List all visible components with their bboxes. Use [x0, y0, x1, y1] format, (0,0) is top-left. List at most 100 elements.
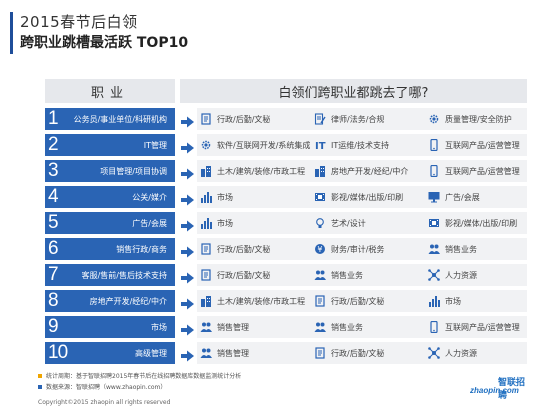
destination-label: 行政/后勤/文秘 — [217, 114, 271, 124]
destination-item: 销售管理 — [200, 316, 249, 338]
destination-item: 房地产开发/经纪/中介 — [314, 160, 408, 182]
logo-en: zhaopin.com — [470, 386, 519, 395]
job-cell: 1 公务员/事业单位/科研机构 — [45, 108, 175, 130]
network-icon — [428, 347, 440, 359]
destination-label: 行政/后勤/文秘 — [331, 296, 385, 306]
note-stat-period: 统计周期：基于智联招聘2015年春节后在线招聘数据库数据监测统计分析 — [38, 371, 241, 380]
destination-item: 律师/法务/合规 — [314, 108, 384, 130]
table-row: 5 广告/会展 市场 艺术/设计 影视/媒体/出版/印刷 — [0, 212, 560, 234]
arrow-right-icon — [181, 347, 194, 362]
job-cell: 7 客服/售前/售后技术支持 — [45, 264, 175, 286]
destination-label: IT运维/技术支持 — [331, 140, 389, 150]
destination-row-bg — [197, 290, 527, 312]
destination-label: 财务/审计/税务 — [331, 244, 385, 254]
phone-icon — [428, 320, 440, 334]
rank-number: 10 — [48, 342, 68, 363]
destination-item: 影视/媒体/出版/印刷 — [428, 212, 517, 234]
job-name: IT管理 — [143, 140, 167, 150]
job-name: 销售行政/商务 — [116, 244, 167, 254]
bar-chart-icon — [428, 295, 440, 307]
arrow-right-icon — [181, 217, 194, 232]
destination-item: 销售业务 — [428, 238, 477, 260]
zhaopin-logo: 智联招聘 zhaopin.com — [470, 375, 525, 401]
destination-label: 销售业务 — [331, 322, 363, 332]
people-icon — [200, 321, 212, 333]
destination-item: IT IT运维/技术支持 — [314, 134, 389, 156]
phone-icon — [428, 138, 440, 152]
destination-row-bg — [197, 160, 527, 182]
destination-item: 软件/互联网开发/系统集成 — [200, 134, 310, 156]
table-header-job: 职业 — [45, 79, 175, 103]
destination-label: 互联网产品/运营管理 — [445, 166, 520, 176]
destination-item: 市场 — [428, 290, 461, 312]
destination-item: 市场 — [200, 212, 233, 234]
job-name: 房地产开发/经纪/中介 — [89, 296, 167, 306]
table-row: 8 房地产开发/经纪/中介 土木/建筑/装修/市政工程 行政/后勤/文秘 市场 — [0, 290, 560, 312]
gear-icon — [428, 113, 440, 125]
destination-label: 互联网产品/运营管理 — [445, 322, 520, 332]
note-bullet-icon — [38, 373, 42, 378]
destination-label: 市场 — [217, 218, 233, 228]
destination-label: 人力资源 — [445, 270, 477, 280]
table-row: 6 销售行政/商务 行政/后勤/文秘 ¥ 财务/审计/税务 销售业务 — [0, 238, 560, 260]
table-row: 4 公关/媒介 市场 影视/媒体/出版/印刷 广告/会展 — [0, 186, 560, 208]
destination-label: 软件/互联网开发/系统集成 — [217, 140, 311, 150]
destination-item: 人力资源 — [428, 342, 477, 364]
people-icon — [200, 347, 212, 359]
table-row: 10 高级管理 销售管理 行政/后勤/文秘 人力资源 — [0, 342, 560, 364]
rank-number: 7 — [48, 264, 59, 285]
destination-item: 广告/会展 — [428, 186, 480, 208]
contract-icon — [314, 113, 326, 125]
title-accent-bar — [10, 12, 13, 54]
document-icon — [200, 269, 212, 281]
monitor-icon — [428, 191, 440, 203]
destination-label: 广告/会展 — [445, 192, 480, 202]
destination-label: 市场 — [217, 192, 233, 202]
table-row: 1 公务员/事业单位/科研机构 行政/后勤/文秘 律师/法务/合规 质量管理/安… — [0, 108, 560, 130]
destination-label: 房地产开发/经纪/中介 — [331, 166, 409, 176]
gear-icon — [200, 139, 212, 151]
note-bullet-icon — [38, 384, 42, 389]
document-icon — [314, 347, 326, 359]
copyright: Copyright©2015 zhaopin all rights reserv… — [38, 399, 171, 406]
bar-chart-icon — [200, 191, 212, 203]
destination-item: 土木/建筑/装修/市政工程 — [200, 160, 305, 182]
building-icon — [200, 165, 212, 177]
job-name: 市场 — [151, 322, 167, 332]
destination-item: 销售业务 — [314, 316, 363, 338]
building-icon — [200, 295, 212, 307]
destination-label: 质量管理/安全防护 — [445, 114, 512, 124]
job-name: 高级管理 — [135, 348, 167, 358]
destination-label: 土木/建筑/装修/市政工程 — [217, 166, 306, 176]
table-row: 2 IT管理 软件/互联网开发/系统集成 IT IT运维/技术支持 互联网产品/… — [0, 134, 560, 156]
job-name: 广告/会展 — [132, 218, 167, 228]
film-icon — [428, 217, 440, 229]
people-icon — [314, 269, 326, 281]
destination-item: 艺术/设计 — [314, 212, 366, 234]
destination-item: ¥ 财务/审计/税务 — [314, 238, 384, 260]
bulb-icon — [314, 217, 326, 229]
destination-item: 互联网产品/运营管理 — [428, 316, 520, 338]
building-icon — [314, 165, 326, 177]
destination-label: 土木/建筑/装修/市政工程 — [217, 296, 306, 306]
destination-row-bg — [197, 186, 527, 208]
document-icon — [314, 295, 326, 307]
destination-item: 销售业务 — [314, 264, 363, 286]
job-name: 客服/售前/售后技术支持 — [81, 270, 167, 280]
job-cell: 9 市场 — [45, 316, 175, 338]
destination-label: 销售管理 — [217, 322, 249, 332]
job-name: 项目管理/项目协调 — [100, 166, 167, 176]
job-cell: 2 IT管理 — [45, 134, 175, 156]
page-title-line2: 跨职业跳槽最活跃 TOP10 — [20, 35, 189, 51]
destination-item: 互联网产品/运营管理 — [428, 160, 520, 182]
destination-item: 行政/后勤/文秘 — [200, 238, 270, 260]
job-name: 公关/媒介 — [132, 192, 167, 202]
destination-label: 行政/后勤/文秘 — [217, 244, 271, 254]
arrow-right-icon — [181, 243, 194, 258]
destination-label: 行政/后勤/文秘 — [331, 348, 385, 358]
rank-number: 8 — [48, 290, 59, 311]
destination-item: 互联网产品/运营管理 — [428, 134, 520, 156]
phone-icon — [428, 164, 440, 178]
rank-number: 4 — [48, 186, 59, 207]
destination-label: 影视/媒体/出版/印刷 — [445, 218, 518, 228]
